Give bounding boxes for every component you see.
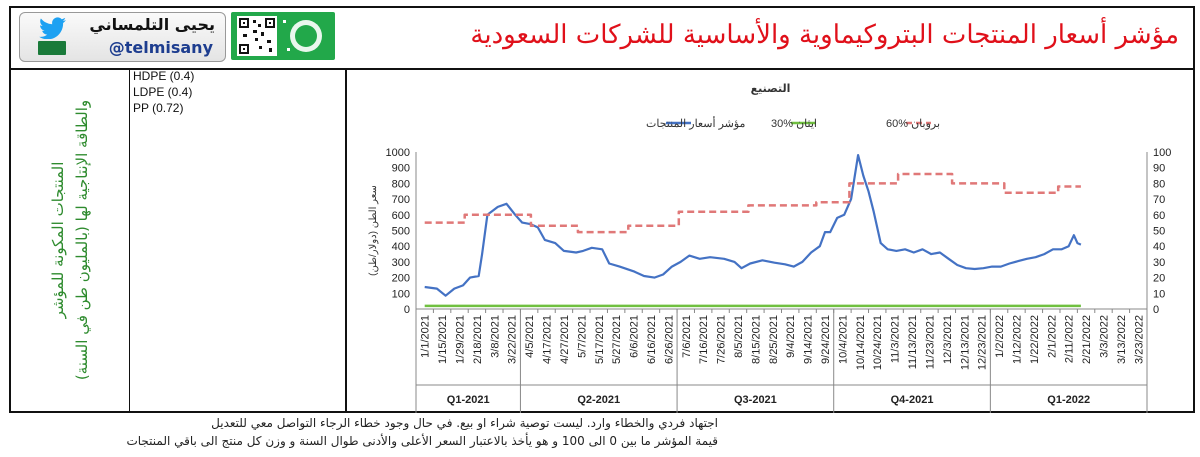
x-tick-label: 7/16/2021 [698,315,710,364]
right-tick-label: 20 [1153,273,1165,285]
x-tick-label: 5/7/2021 [576,315,588,358]
x-tick-label: 1/1/2021 [420,315,432,358]
left-tick-label: 900 [392,163,410,175]
x-tick-label: 2/21/2022 [1081,315,1093,364]
disclaimer-note: اجتهاد فردي والخطاء وارد. ليست توصية شرا… [211,416,718,430]
author-logo: يحيى التلمساني @telmisany [19,12,226,62]
x-tick-label: 1/2/2022 [994,315,1006,358]
left-tick-label: 100 [392,288,410,300]
x-tick-label: 1/15/2021 [437,315,449,364]
x-tick-label: 12/13/2021 [959,315,971,370]
left-tick-label: 300 [392,257,410,269]
x-tick-label: 3/8/2021 [489,315,501,358]
x-tick-label: 5/27/2021 [611,315,623,364]
qr-code-icon [231,12,335,60]
legend-label: مؤشر أسعار المنتجات [646,116,746,130]
left-tick-label: 600 [392,210,410,222]
x-tick-label: 12/3/2021 [942,315,954,364]
x-tick-label: 9/14/2021 [803,315,815,364]
qr-pattern [237,16,322,56]
x-tick-label: 1/12/2022 [1011,315,1023,364]
left-tick-label: 400 [392,241,410,253]
flag-icon [38,41,66,55]
components-label-column: المنتجات المكونة للمؤشر والطاقة الإنتاجي… [11,68,130,413]
quarter-label: Q2-2021 [577,394,620,406]
x-tick-label: 8/25/2021 [768,315,780,364]
quarter-label: Q4-2021 [891,394,934,406]
x-tick-label: 10/4/2021 [837,315,849,364]
x-tick-label: 4/27/2021 [559,315,571,364]
left-tick-label: 1000 [386,147,410,159]
chart-panel: التصنيع مؤشر أسعار المنتجات ايثان %30 بروب… [346,68,1195,413]
components-label-line1: المنتجات المكونة للمؤشر [49,161,67,319]
x-tick-label: 9/24/2021 [820,315,832,364]
right-tick-label: 30 [1153,257,1165,269]
right-tick-label: 0 [1153,304,1159,316]
x-tick-label: 5/17/2021 [594,315,606,364]
page-title: مؤشر أسعار المنتجات البتروكيماوية والأسا… [470,20,1179,50]
title-row: مؤشر أسعار المنتجات البتروكيماوية والأسا… [11,8,1193,70]
quarter-label: Q3-2021 [734,394,777,406]
x-tick-label: 8/5/2021 [733,315,745,358]
component-item: PP (0.72) [133,101,184,115]
components-list: HDPE (0.4) LDPE (0.4) PP (0.72) [129,68,347,413]
x-tick-label: 7/6/2021 [681,315,693,358]
price-chart: مؤشر أسعار المنتجات ايثان %30 بروبان %6001… [368,116,1171,413]
author-handle[interactable]: @telmisany [108,38,213,57]
right-tick-label: 90 [1153,163,1165,175]
right-tick-label: 60 [1153,210,1165,222]
x-tick-label: 4/5/2021 [524,315,536,358]
series-line-propane [424,172,1081,234]
legend-label: ايثان %30 [771,118,817,130]
x-tick-label: 8/15/2021 [750,315,762,364]
x-tick-label: 3/13/2022 [1116,315,1128,364]
x-tick-label: 3/23/2022 [1133,315,1145,364]
methodology-note: قيمة المؤشر ما بين 0 الى 100 و هو يأخذ ب… [126,434,718,448]
x-tick-label: 6/6/2021 [629,315,641,358]
chart-title: التصنيع [750,82,791,95]
left-tick-label: 200 [392,273,410,285]
right-tick-label: 70 [1153,194,1165,206]
x-tick-label: 2/1/2022 [1046,315,1058,358]
x-tick-label: 9/4/2021 [785,315,797,358]
quarter-label: Q1-2021 [447,394,490,406]
x-tick-label: 6/26/2021 [663,315,675,364]
quarter-label: Q1-2022 [1047,394,1090,406]
legend-label: بروبان %60 [886,118,940,130]
left-tick-label: 500 [392,226,410,238]
series-line-price-index [424,154,1082,297]
x-tick-label: 6/16/2021 [646,315,658,364]
x-tick-label: 4/17/2021 [542,315,554,364]
x-tick-label: 10/14/2021 [855,315,867,370]
x-tick-label: 7/26/2021 [716,315,728,364]
right-tick-label: 50 [1153,226,1165,238]
components-vertical-label: المنتجات المكونة للمؤشر والطاقة الإنتاجي… [46,100,94,380]
left-tick-label: 700 [392,194,410,206]
component-item: LDPE (0.4) [133,85,193,99]
x-tick-label: 1/29/2021 [455,315,467,364]
x-tick-label: 11/23/2021 [924,315,936,369]
right-tick-label: 100 [1153,147,1171,159]
x-tick-label: 11/13/2021 [907,315,919,369]
right-tick-label: 10 [1153,288,1165,300]
twitter-bird-icon [39,17,66,39]
report-frame: مؤشر أسعار المنتجات البتروكيماوية والأسا… [9,6,1195,413]
right-tick-label: 80 [1153,178,1165,190]
components-label-line2: والطاقة الإنتاجية لها (بالمليون طن في ال… [73,99,91,381]
x-tick-label: 11/3/2021 [890,315,902,363]
x-tick-label: 12/23/2021 [977,315,989,370]
author-name: يحيى التلمساني [89,15,215,34]
right-tick-label: 40 [1153,241,1165,253]
left-tick-label: 800 [392,178,410,190]
x-tick-label: 2/11/2022 [1064,315,1076,363]
component-item: HDPE (0.4) [133,69,195,83]
x-tick-label: 2/18/2021 [472,315,484,364]
x-tick-label: 1/22/2022 [1029,315,1041,364]
x-tick-label: 3/3/2022 [1098,315,1110,358]
y-axis-title: سعر الطن (دولار/طن) [368,185,379,276]
left-tick-label: 0 [404,304,410,316]
x-tick-label: 10/24/2021 [872,315,884,370]
x-tick-label: 3/22/2021 [507,315,519,364]
